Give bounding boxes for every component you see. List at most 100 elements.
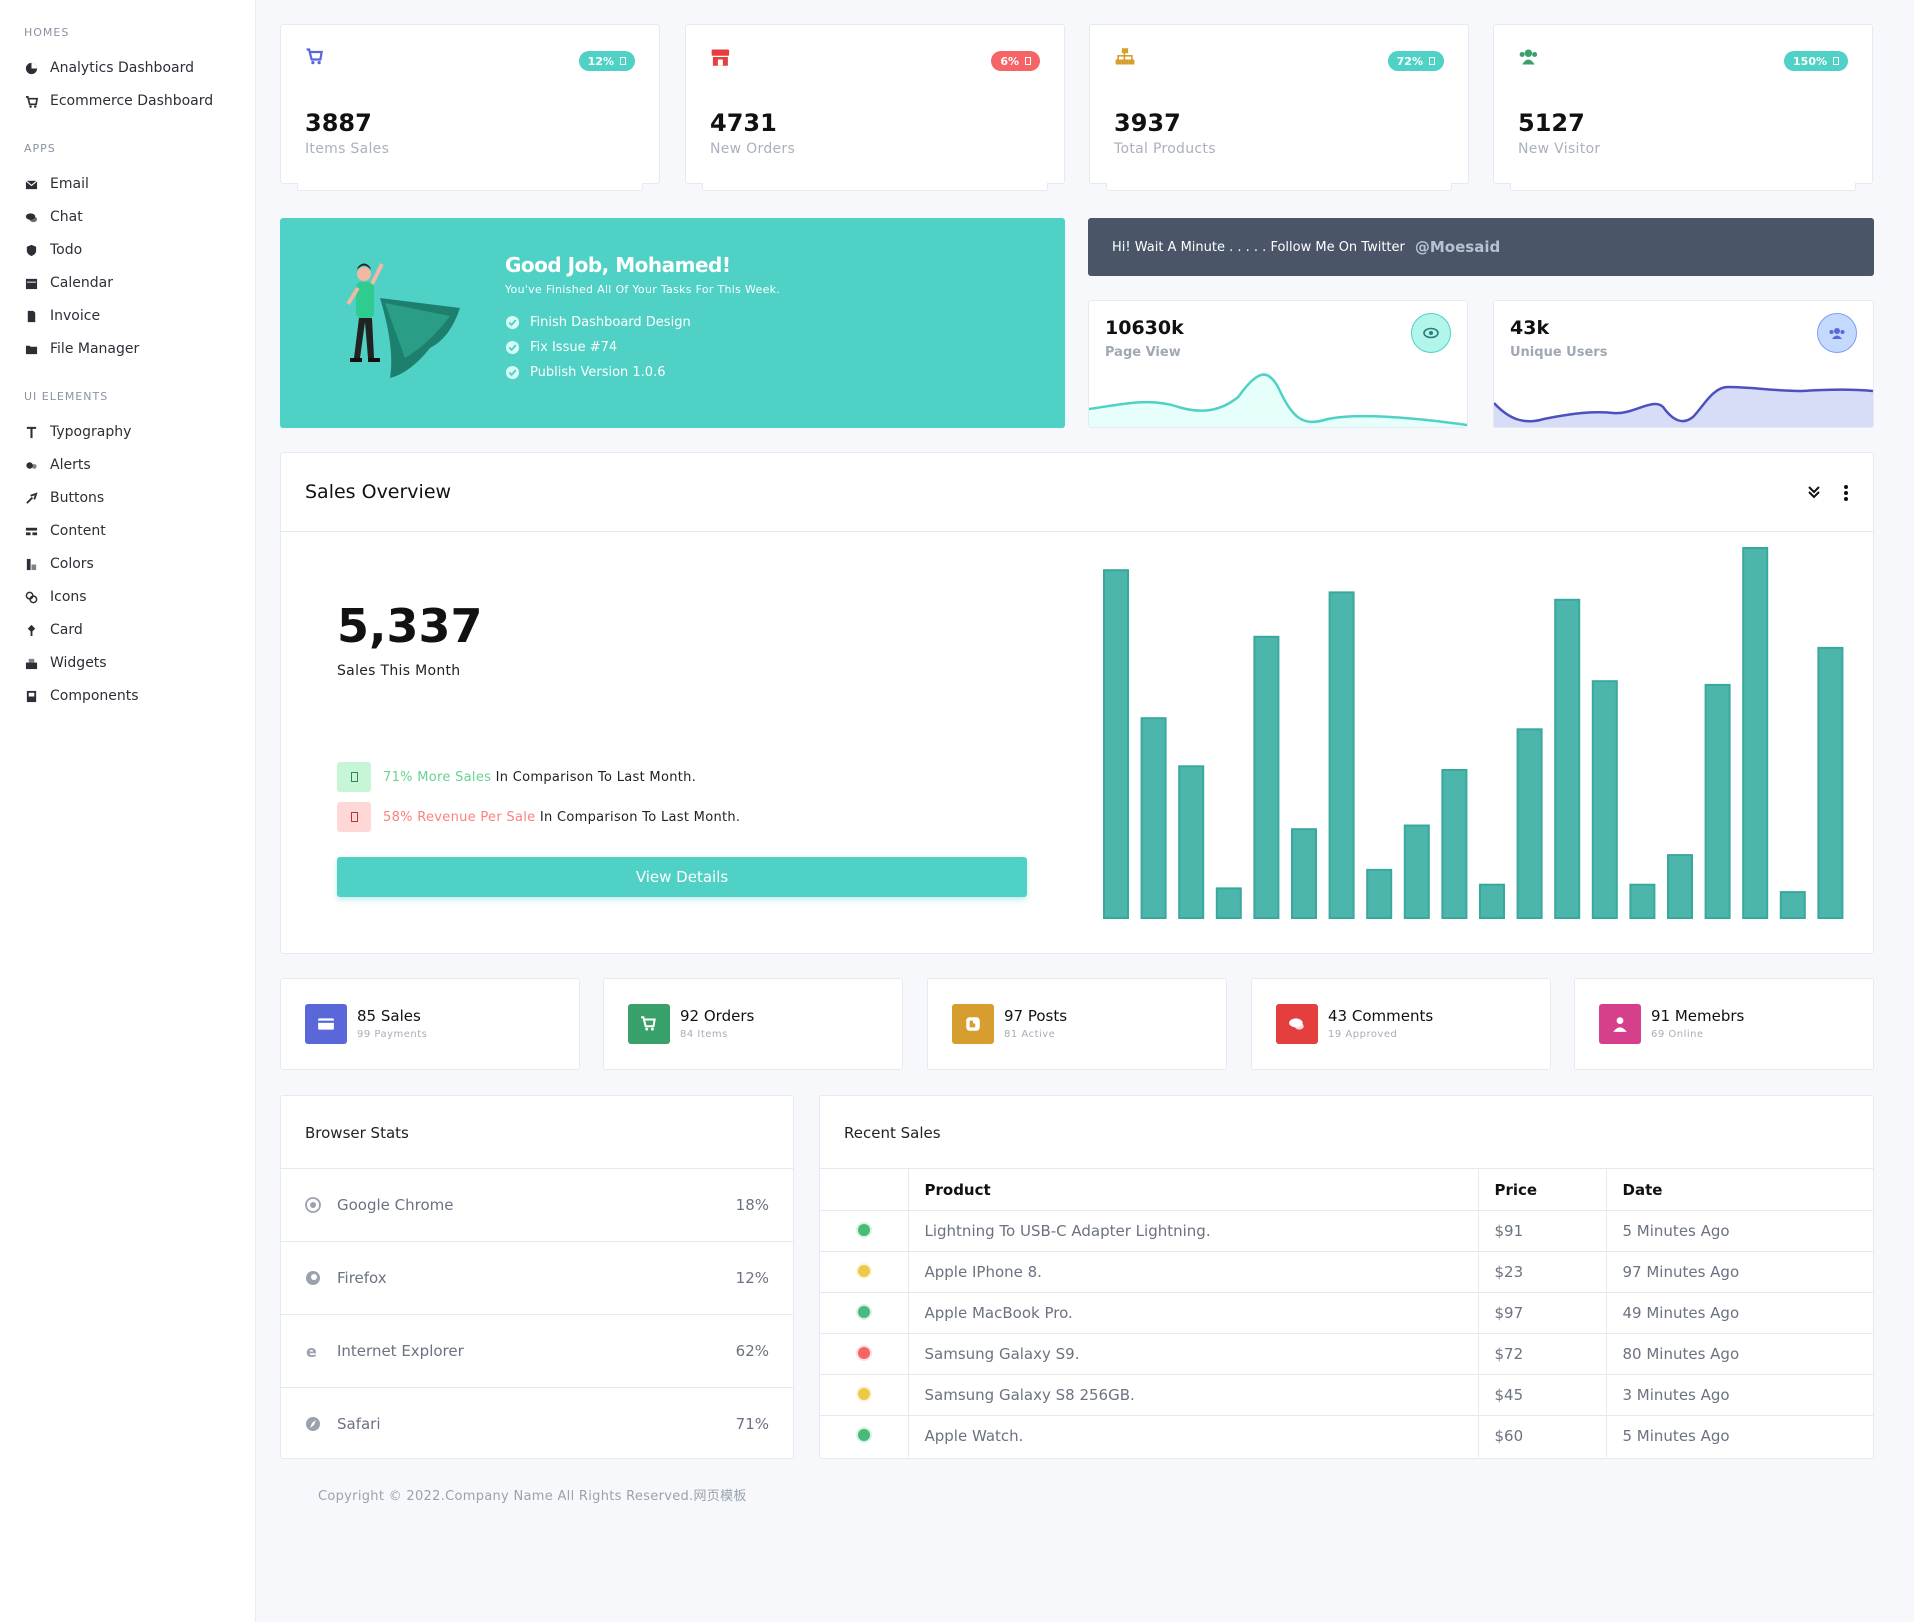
table-row[interactable]: Lightning To USB-C Adapter Lightning. $9… <box>820 1210 1874 1252</box>
status-dot <box>857 1224 870 1236</box>
sidebar-item-invoice[interactable]: Invoice <box>24 304 100 328</box>
browser-name: Internet Explorer <box>337 1342 464 1360</box>
chart-bar[interactable] <box>1253 635 1280 920</box>
chart-bar[interactable] <box>1366 868 1393 919</box>
welcome-subtitle: You've Finished All Of Your Tasks For Th… <box>505 283 781 296</box>
price-cell: $23 <box>1477 1251 1606 1293</box>
sidebar-item-label: Chat <box>50 209 83 225</box>
sidebar-item-file-manager[interactable]: File Manager <box>24 337 139 361</box>
chart-bar[interactable] <box>1103 569 1129 919</box>
firefox-icon <box>306 1271 320 1285</box>
recent-sales-title: Recent Sales <box>844 1124 941 1142</box>
card-icon <box>24 623 38 637</box>
stat-value: 3937 <box>1114 109 1181 137</box>
unique-users-card: 43k Unique Users <box>1493 300 1874 428</box>
sidebar-item-email[interactable]: Email <box>24 172 89 196</box>
sidebar-item-calendar[interactable]: Calendar <box>24 271 113 295</box>
chart-bar[interactable] <box>1779 891 1806 920</box>
sidebar-item-analytics-dashboard[interactable]: Analytics Dashboard <box>24 56 194 80</box>
table-row[interactable]: Apple Watch. $60 5 Minutes Ago <box>820 1415 1874 1457</box>
card-stack-shadow <box>1106 183 1452 191</box>
cart-icon <box>24 94 38 108</box>
sidebar-item-colors[interactable]: Colors <box>24 552 94 576</box>
sidebar-item-label: Ecommerce Dashboard <box>50 93 214 109</box>
sidebar-item-label: Calendar <box>50 275 113 291</box>
comparison-revenue-highlight: 58% Revenue Per Sale <box>383 809 536 825</box>
chart-bar[interactable] <box>1817 646 1844 920</box>
blogger-icon <box>952 1004 994 1044</box>
summary-card-posts: 97 Posts 81 Active <box>927 978 1227 1070</box>
date-cell: 97 Minutes Ago <box>1605 1251 1874 1293</box>
table-row[interactable]: Samsung Galaxy S9. $72 80 Minutes Ago <box>820 1333 1874 1375</box>
sidebar-item-label: Icons <box>50 589 87 605</box>
sidebar-item-todo[interactable]: Todo <box>24 238 82 262</box>
status-dot <box>857 1265 870 1277</box>
task-label: Publish Version 1.0.6 <box>530 365 666 380</box>
sidebar: HOMES APPS UI ELEMENTS Analytics Dashboa… <box>0 0 256 1622</box>
chart-bar[interactable] <box>1291 828 1317 920</box>
chart-bar[interactable] <box>1554 598 1581 920</box>
welcome-title: Good Job, Mohamed! <box>505 253 731 277</box>
footer-copyright: Copyright © 2022.Company Name All Rights… <box>318 1489 747 1504</box>
price-column-header: Price <box>1477 1168 1606 1211</box>
sidebar-item-alerts[interactable]: Alerts <box>24 453 91 477</box>
browser-row-firefox: Firefox 12% <box>281 1241 793 1314</box>
chart-bar[interactable] <box>1591 680 1618 919</box>
status-cell <box>820 1292 908 1334</box>
date-column-header: Date <box>1605 1168 1874 1211</box>
envelope-icon <box>24 177 38 191</box>
sidebar-item-label: Widgets <box>50 655 107 671</box>
store-icon <box>711 49 730 66</box>
superhero-illustration <box>346 263 460 378</box>
text-icon <box>24 425 38 439</box>
chart-bar[interactable] <box>1479 883 1505 920</box>
table-row[interactable]: Apple MacBook Pro. $97 49 Minutes Ago <box>820 1292 1874 1334</box>
chart-bar[interactable] <box>1629 883 1656 920</box>
comparison-revenue-text: In Comparison To Last Month. <box>535 809 741 825</box>
table-header-row: Product Price Date <box>820 1168 1874 1211</box>
sidebar-item-content[interactable]: Content <box>24 519 106 543</box>
cart-icon <box>628 1004 670 1044</box>
arrow-icon <box>1429 57 1435 65</box>
view-details-button[interactable]: View Details <box>337 857 1027 897</box>
user-icon <box>1599 1004 1641 1044</box>
price-cell: $97 <box>1477 1292 1606 1334</box>
sidebar-item-buttons[interactable]: Buttons <box>24 486 104 510</box>
sidebar-item-widgets[interactable]: Widgets <box>24 651 107 675</box>
chart-bar[interactable] <box>1328 591 1355 920</box>
chevron-double-down-icon[interactable] <box>1807 485 1821 499</box>
sidebar-item-typography[interactable]: Typography <box>24 420 131 444</box>
product-column-header: Product <box>907 1168 1478 1211</box>
sidebar-item-card[interactable]: Card <box>24 618 83 642</box>
chart-bar[interactable] <box>1140 717 1167 919</box>
table-row[interactable]: Apple IPhone 8. $23 97 Minutes Ago <box>820 1251 1874 1293</box>
chart-bar[interactable] <box>1742 547 1769 919</box>
chart-bar[interactable] <box>1667 854 1693 920</box>
users-icon <box>1519 49 1538 65</box>
chart-bar[interactable] <box>1704 683 1731 919</box>
folder-icon <box>24 342 38 356</box>
price-cell: $45 <box>1477 1374 1606 1416</box>
summary-card-comments: 43 Comments 19 Approved <box>1251 978 1551 1070</box>
sidebar-item-label: Todo <box>50 242 83 258</box>
more-vertical-icon[interactable] <box>1843 485 1849 501</box>
chart-bar[interactable] <box>1403 824 1430 919</box>
twitter-handle-link[interactable]: @Moesaid <box>1414 238 1501 256</box>
sidebar-item-ecommerce-dashboard[interactable]: Ecommerce Dashboard <box>24 89 213 113</box>
date-cell: 80 Minutes Ago <box>1605 1333 1874 1375</box>
summary-title: 97 Posts <box>1004 1007 1068 1025</box>
task-label: Finish Dashboard Design <box>530 315 691 330</box>
sidebar-item-components[interactable]: Components <box>24 684 139 708</box>
price-cell: $72 <box>1477 1333 1606 1375</box>
card-stack-shadow <box>702 183 1048 191</box>
safari-icon <box>306 1417 320 1431</box>
sidebar-item-chat[interactable]: Chat <box>24 205 83 229</box>
chart-bar[interactable] <box>1516 728 1543 919</box>
chart-bar[interactable] <box>1178 765 1205 919</box>
growth-badge-value: 6% <box>1000 54 1019 68</box>
chart-bar[interactable] <box>1441 769 1468 919</box>
sidebar-item-icons[interactable]: Icons <box>24 585 87 609</box>
chart-bar[interactable] <box>1215 887 1242 919</box>
table-row[interactable]: Samsung Galaxy S8 256GB. $45 3 Minutes A… <box>820 1374 1874 1416</box>
product-cell: Lightning To USB-C Adapter Lightning. <box>907 1210 1478 1252</box>
